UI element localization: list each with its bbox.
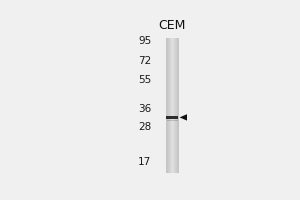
Bar [167, 120, 178, 121]
Bar [174, 38, 175, 173]
Bar [172, 38, 173, 173]
Polygon shape [180, 114, 187, 121]
Text: 55: 55 [138, 75, 152, 85]
Text: 36: 36 [138, 104, 152, 114]
Bar [166, 116, 178, 119]
Bar [170, 38, 171, 173]
Bar [168, 38, 169, 173]
Text: 17: 17 [138, 157, 152, 167]
Bar [177, 38, 178, 173]
Bar [171, 38, 172, 173]
Bar [173, 38, 174, 173]
Bar [178, 38, 179, 173]
Text: 95: 95 [138, 36, 152, 46]
Text: CEM: CEM [159, 19, 186, 32]
Bar [176, 38, 177, 173]
Text: 72: 72 [138, 56, 152, 66]
Bar [169, 38, 170, 173]
Bar [175, 38, 176, 173]
Bar [167, 38, 168, 173]
Text: 28: 28 [138, 122, 152, 132]
